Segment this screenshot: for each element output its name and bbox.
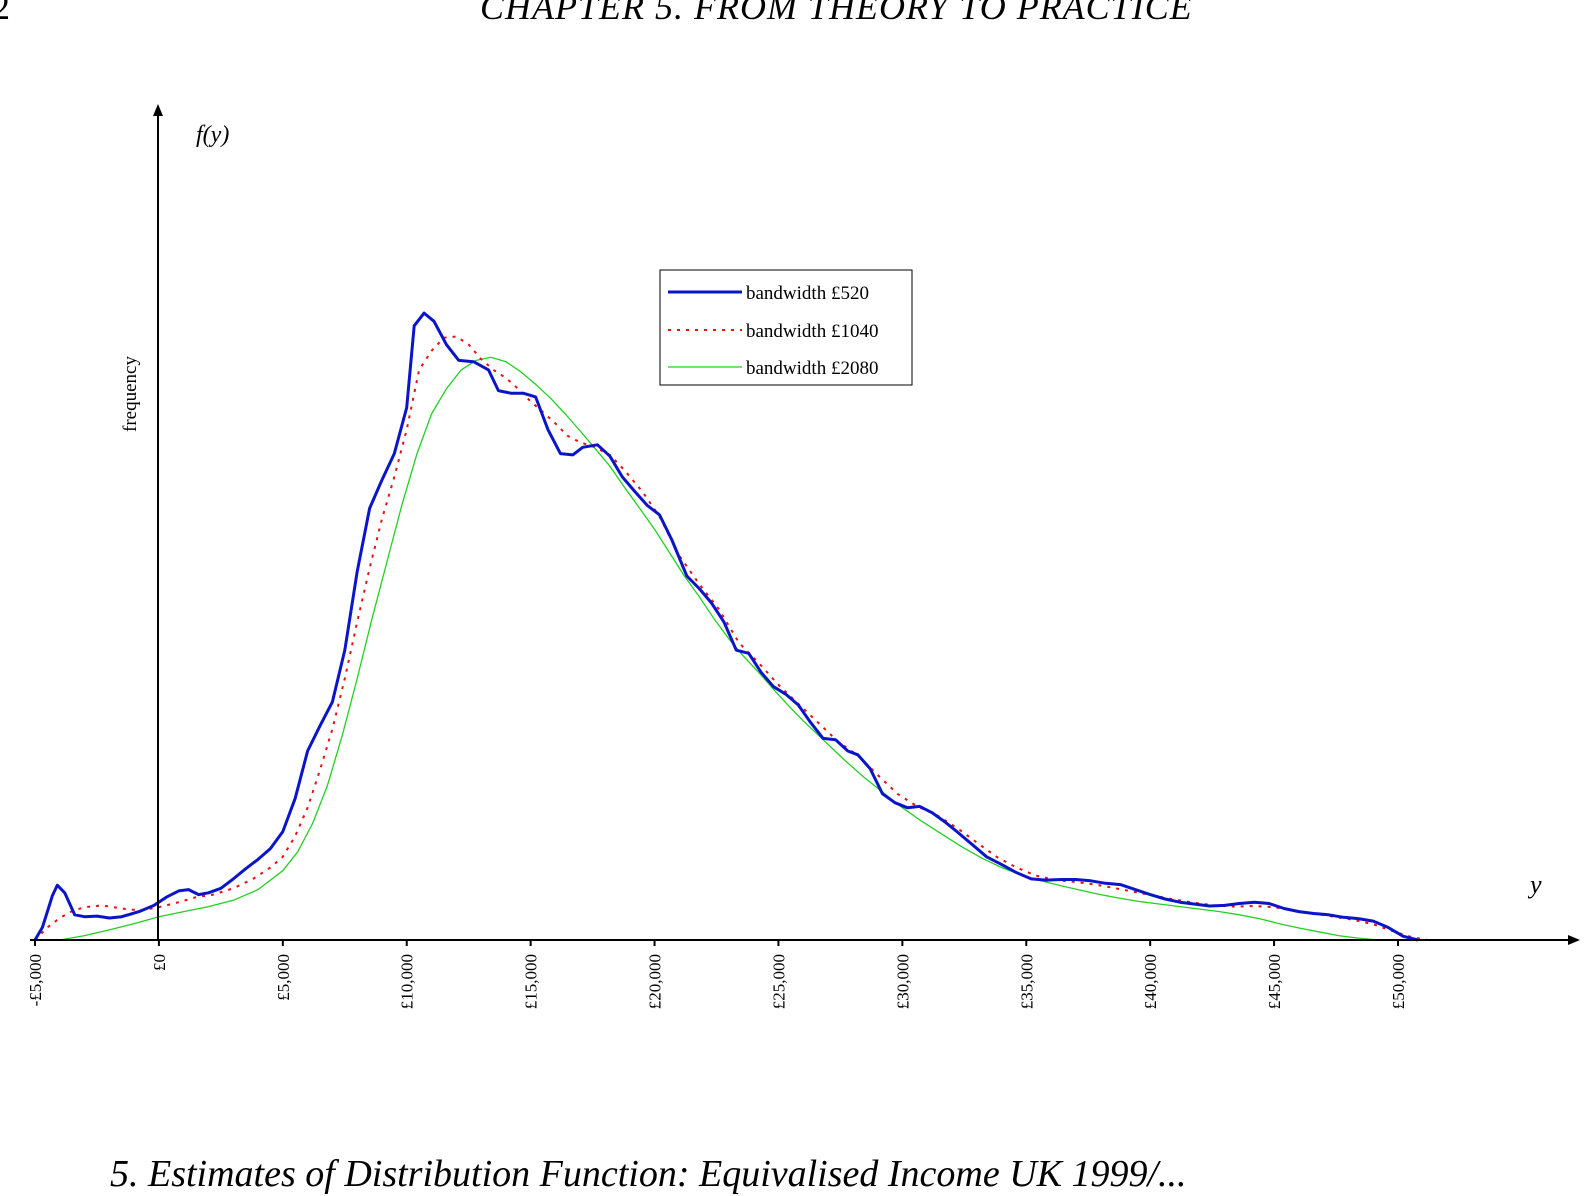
x-tick-label: £30,000 — [893, 954, 912, 1009]
page-header: 2 CHAPTER 5. FROM THEORY TO PRACTICE — [0, 0, 1590, 30]
series-layer — [33, 311, 1428, 942]
x-tick-label: £40,000 — [1141, 954, 1160, 1009]
series-line-bw520 — [33, 311, 1419, 942]
figure-caption-text: 5. Estimates of Distribution Function: E… — [110, 1153, 1187, 1195]
legend: bandwidth £520 bandwidth £1040 bandwidth… — [659, 269, 913, 386]
y-axis-symbol: f(y) — [196, 122, 229, 148]
x-tick-label: £50,000 — [1389, 954, 1408, 1009]
x-tick-label: £0 — [150, 954, 169, 971]
x-axis-symbol: y — [1527, 870, 1542, 899]
x-tick-label: £20,000 — [646, 954, 665, 1009]
series-line-bw2080 — [35, 356, 1423, 941]
x-tick-labels: -£5,000 £0 £5,000 £10,000 £15,000 £20,000 £25,… — [26, 940, 1408, 1009]
x-tick-label: £45,000 — [1265, 954, 1284, 1009]
x-tick-label: £5,000 — [274, 954, 293, 1001]
x-tick-label: £35,000 — [1017, 954, 1036, 1009]
x-tick-label: £25,000 — [770, 954, 789, 1009]
x-tick-label: £15,000 — [522, 954, 541, 1009]
figure-caption: 5. Estimates of Distribution Function: E… — [0, 1152, 1590, 1195]
x-tick-label: -£5,000 — [26, 954, 45, 1006]
page-number: 2 — [0, 0, 11, 27]
legend-label-bw1040: bandwidth £1040 — [746, 321, 878, 342]
legend-box — [659, 269, 913, 386]
y-axis-label: frequency — [120, 356, 141, 432]
legend-label-bw520: bandwidth £520 — [746, 283, 869, 304]
legend-label-bw2080: bandwidth £2080 — [746, 358, 878, 379]
x-tick-label: £10,000 — [398, 954, 417, 1009]
chapter-title: CHAPTER 5. FROM THEORY TO PRACTICE — [480, 0, 1193, 27]
